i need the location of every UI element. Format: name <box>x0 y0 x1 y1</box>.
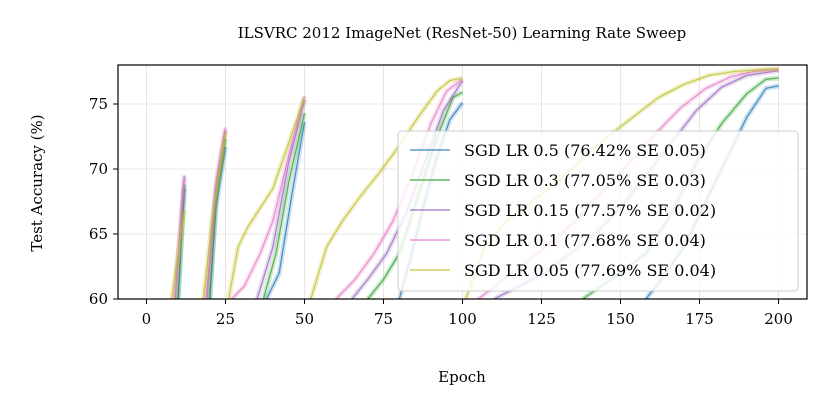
legend-entry: SGD LR 0.1 (77.68% SE 0.04) <box>464 231 706 250</box>
x-tick-label: 125 <box>527 310 556 328</box>
series-segment <box>231 96 306 299</box>
legend-box <box>397 130 799 292</box>
series-segment <box>262 112 306 299</box>
series-segment <box>227 97 306 299</box>
y-tick-label: 60 <box>89 290 108 308</box>
x-tick-label: 175 <box>685 310 714 328</box>
y-tick-label: 75 <box>89 95 108 113</box>
y-tick-label: 70 <box>89 160 108 178</box>
x-axis-label: Epoch <box>438 368 486 386</box>
x-tick-label: 100 <box>448 310 477 328</box>
x-tick-label: 200 <box>764 310 793 328</box>
series-segment <box>265 122 306 299</box>
axis-ticks: 0 25 50 75 100 125 150 175 200 60 65 70 75 <box>89 95 793 328</box>
y-tick-label: 65 <box>89 225 108 243</box>
legend: SGD LR 0.5 (76.42% SE 0.05) SGD LR 0.3 (7… <box>397 130 799 292</box>
x-tick-label: 25 <box>216 310 235 328</box>
series-segment <box>256 99 306 299</box>
x-tick-label: 150 <box>606 310 635 328</box>
legend-entry: SGD LR 0.05 (77.69% SE 0.04) <box>464 261 716 280</box>
legend-entry: SGD LR 0.15 (77.57% SE 0.02) <box>464 201 716 220</box>
series-segment <box>202 132 227 299</box>
legend-entry: SGD LR 0.5 (76.42% SE 0.05) <box>464 141 706 160</box>
chart-title: ILSVRC 2012 ImageNet (ResNet-50) Learnin… <box>238 24 687 42</box>
series-segment <box>310 77 463 299</box>
legend-entry: SGD LR 0.3 (77.05% SE 0.03) <box>464 171 706 190</box>
x-tick-label: 0 <box>142 310 152 328</box>
y-axis-label: Test Accuracy (%) <box>28 114 46 251</box>
x-tick-label: 50 <box>295 310 314 328</box>
series-segment <box>205 127 227 299</box>
x-tick-label: 75 <box>374 310 393 328</box>
series-segment <box>177 184 186 299</box>
series-segment <box>171 210 186 299</box>
series-segment <box>174 178 186 299</box>
